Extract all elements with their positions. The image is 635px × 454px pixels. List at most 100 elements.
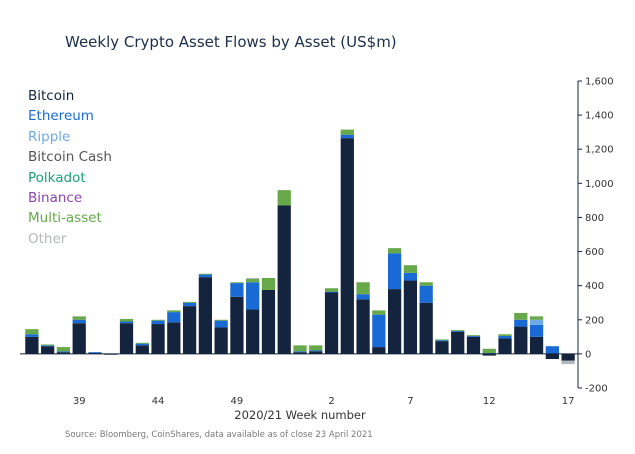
bar-multi-asset-week-8 [419,282,433,286]
y-tick-label: 400 [585,281,604,292]
legend: Bitcoin Ethereum Ripple Bitcoin Cash Polkado… [28,86,112,249]
bar-bitcoin-week-37 [41,346,55,354]
bar-bitcoin-week-49 [230,296,244,354]
bar-ethereum-week-8 [419,285,433,303]
bar-other-week-50 [246,277,260,279]
bar-ethereum-week-1 [309,350,323,352]
bar-ethereum-week-2 [324,291,339,293]
bar-ethereum-week-4 [356,294,370,300]
bar-ethereum-week-13 [498,335,512,339]
y-tick-label: 1,600 [585,77,614,88]
bar-ethereum-week-48 [214,320,228,328]
bar-ethereum-week-3 [340,134,354,139]
bar-bitcoin-week-8 [419,302,433,354]
bar-ethereum-week-42 [119,321,134,324]
bar-multi-asset-week-45 [167,310,181,313]
bar-ethereum-week-37 [41,345,55,347]
x-tick-label: 17 [562,396,575,407]
bar-multi-asset-week-46 [182,301,197,303]
bar-multi-asset-week-42 [119,318,134,322]
bar-ethereum-week-44 [151,320,165,325]
bar-multi-asset-week-3 [340,129,354,135]
bar-bitcoin-week-9 [435,341,449,354]
bar-bitcoin-week-2 [324,292,339,354]
bar-multi-asset-week-10 [451,330,465,331]
bar-bitcoin-week-5 [372,347,386,354]
bar-bitcoin-week-12 [482,353,496,356]
bar-ethereum-week-36 [25,334,39,337]
bar-bitcoin-week-45 [167,322,181,354]
x-tick-label: 49 [231,396,244,407]
bar-multi-asset-week-2 [324,288,339,292]
bar-bitcoin-week-43 [135,345,149,354]
bar-bitcoin-week-50 [246,309,260,354]
chart-title: Weekly Crypto Asset Flows by Asset (US$m… [65,33,397,51]
x-tick-label: 7 [407,396,413,407]
y-tick-label: 1,200 [585,145,614,156]
legend-item-multi-asset: Multi-asset [28,210,102,227]
bar-bitcoin-week-4 [356,299,370,354]
bar-ripple-week-15 [529,319,544,325]
bar-ethereum-week-39 [72,319,86,324]
bar-multi-asset-week-44 [151,319,165,321]
bar-multi-asset-week-14 [514,312,528,320]
bar-bitcoin-week-38 [56,352,71,354]
bar-ethereum-week-15 [529,324,544,337]
bar-multi-asset-week-6 [388,248,402,254]
y-tick-label: 600 [585,247,604,258]
bar-multi-asset-week-11 [466,335,481,336]
bar-ethereum-week-45 [167,312,181,323]
bar-ethereum-week-40 [88,352,102,354]
legend-item-bitcoin-cash: Bitcoin Cash [28,149,112,166]
bar-multi-asset-week-49 [230,282,244,284]
bar-bitcoin-week-17 [561,353,575,361]
bar-ethereum-week-50 [246,282,260,310]
bar-multi-asset-week-4 [356,282,370,295]
bar-ethereum-week-47 [198,274,212,278]
bar-bitcoin-week-11 [466,336,481,354]
bar-multi-asset-week-50 [246,278,260,283]
x-tick-label: 44 [152,396,165,407]
bar-ethereum-week-10 [451,330,465,332]
bar-bitcoin-week-13 [498,338,512,354]
legend-item-ethereum: Ethereum [28,108,94,125]
bar-multi-asset-week-43 [135,342,149,344]
source-note: Source: Bloomberg, CoinShares, data avai… [65,430,373,440]
y-tick-label: 200 [585,315,604,326]
bar-ethereum-week-9 [435,340,449,342]
bar-multi-asset-week-15 [529,316,544,320]
y-tick-label: 1,000 [585,179,614,190]
bar-bitcoin-week-16 [545,353,559,360]
bar-bitcoin-week-36 [25,336,39,354]
bar-multi-asset-week-37 [41,344,55,346]
bar-bitcoin-week-51 [261,289,276,354]
bar-multi-asset-week-5 [372,310,386,315]
bar-bitcoin-week-15 [529,336,544,354]
x-tick-label: 2 [328,396,334,407]
bar-bitcoin-week-10 [451,331,465,354]
bar-ethereum-week-43 [135,343,149,346]
bar-bitcoin-week-44 [151,324,165,354]
legend-item-bitcoin: Bitcoin [28,88,75,104]
bar-bitcoin-week-42 [119,323,134,354]
bar-multi-asset-week-36 [25,329,39,335]
x-axis-label: 2020/21 Week number [234,408,366,422]
bar-other-week-17 [561,360,575,365]
bar-multi-asset-week-52 [277,190,291,206]
legend-item-other: Other [28,230,67,247]
bar-ethereum-week-11 [466,335,481,337]
y-tick-label: 800 [585,213,604,224]
bar-ethereum-week-7 [403,272,418,281]
y-tick-label: -200 [585,384,608,395]
y-tick-label: 0 [585,349,591,360]
bar-bitcoin-week-48 [214,327,228,354]
bar-multi-asset-week-48 [214,319,228,321]
x-tick-label: 12 [483,396,496,407]
bar-multi-asset-week-13 [498,334,512,336]
bar-ethereum-week-53 [293,351,307,353]
x-tick-label: 39 [73,396,86,407]
bar-multi-asset-week-7 [403,265,418,273]
legend-item-ripple: Ripple [28,128,71,145]
bar-bitcoin-week-52 [277,205,291,354]
